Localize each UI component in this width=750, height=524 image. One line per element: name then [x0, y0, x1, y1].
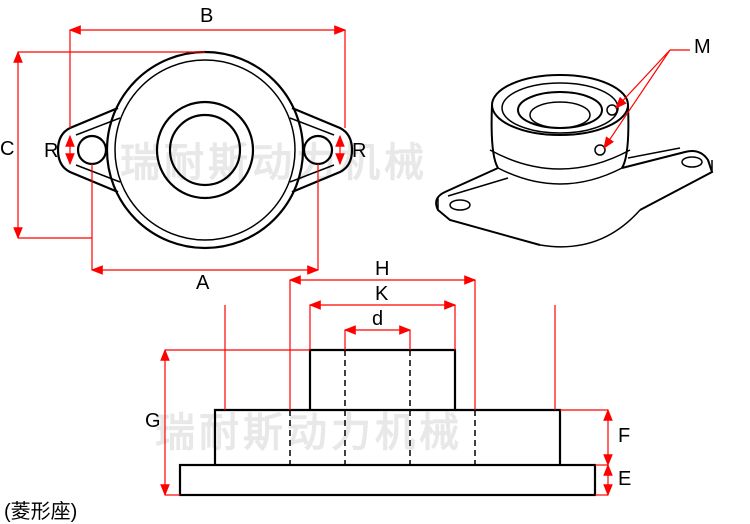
iso-M-dims: [604, 50, 690, 148]
side-view: [180, 350, 595, 495]
label-C: C: [0, 138, 14, 161]
iso-view: [436, 75, 712, 247]
label-R-left: R: [44, 140, 58, 163]
label-B: B: [200, 5, 213, 28]
top-view: [58, 52, 352, 248]
label-d: d: [372, 308, 383, 331]
side-view-dims: [165, 280, 608, 495]
label-K: K: [375, 283, 388, 306]
label-G: G: [145, 410, 161, 433]
label-E: E: [618, 468, 631, 491]
label-F: F: [618, 425, 630, 448]
caption-text: (菱形座): [4, 495, 77, 524]
label-H: H: [375, 258, 389, 281]
label-A: A: [196, 272, 209, 295]
label-R-right: R: [352, 140, 366, 163]
label-M: M: [694, 36, 711, 59]
top-view-dims: [18, 30, 345, 270]
